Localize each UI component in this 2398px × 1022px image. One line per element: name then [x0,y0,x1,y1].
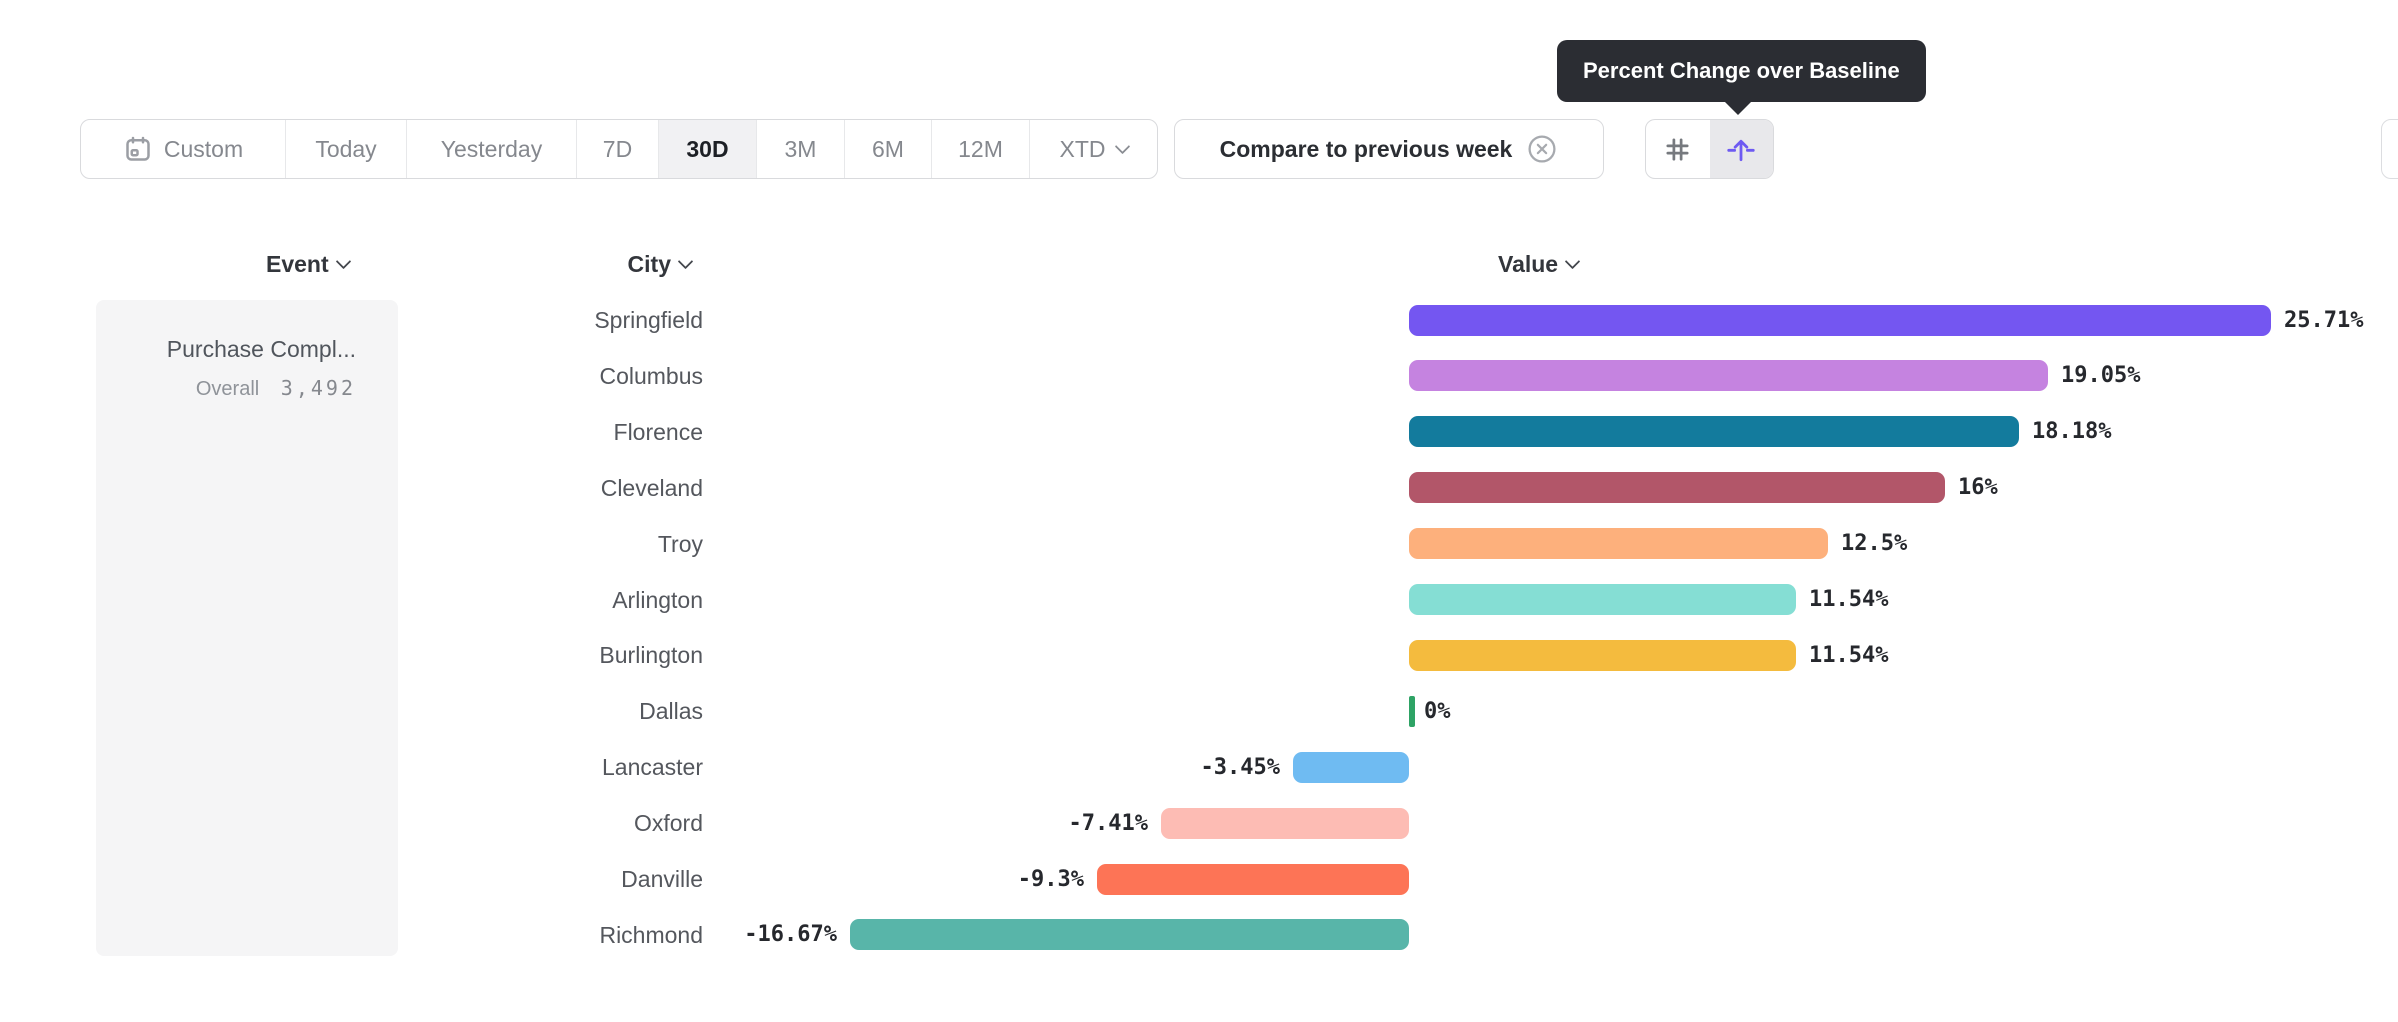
value-label: 11.54% [1809,642,1889,668]
chevron-down-icon [677,253,694,269]
calendar-icon [123,134,153,164]
range-7d[interactable]: 7D [576,120,658,178]
event-name: Purchase Compl... [166,336,356,362]
value-label: -3.45% [1200,754,1280,780]
bar-lancaster[interactable] [1293,751,1409,783]
value-label: -9.3% [1017,866,1084,892]
column-header-value-label: Value [1498,250,1559,277]
range-today[interactable]: Today [285,120,406,178]
range-label: 12M [958,135,1003,162]
value-label: 18.18% [2032,419,2112,445]
bar-danville[interactable] [1097,863,1409,895]
column-header-value[interactable]: Value [1498,248,1581,280]
value-label: -16.67% [744,922,837,948]
city-label: Richmond [599,921,703,948]
bar-arlington[interactable] [1409,584,1796,615]
city-label: Danville [621,866,703,892]
toolbar: Custom Today Yesterday 7D 30D 3M 6M 12M XTD Comp… [0,119,2398,179]
range-12m[interactable]: 12M [931,120,1029,178]
metric-label: Overall [195,378,260,400]
range-label: Today [315,135,377,162]
chevron-down-icon [1564,253,1581,269]
city-label: Springfield [594,307,703,333]
column-header-city[interactable]: City [627,248,694,280]
compare-label: Compare to previous week [1219,135,1513,162]
tooltip-text: Percent Change over Baseline [1583,58,1900,83]
city-label: Troy [657,530,703,557]
event-metric: Overall 3,492 [96,376,356,401]
close-circle-icon[interactable] [1526,133,1558,165]
city-label: Burlington [599,642,703,669]
column-header-event[interactable]: Event [266,248,351,280]
bar-burlington[interactable] [1409,639,1796,671]
value-label: 16% [1958,475,1998,501]
value-label: -7.41% [1068,810,1148,836]
chart-view-toggle [1645,119,1774,179]
date-range-picker: Custom Today Yesterday 7D 30D 3M 6M 12M XTD [80,119,1158,179]
city-label: Lancaster [601,754,703,781]
clipped-edge-button[interactable] [2381,119,2398,179]
range-label: XTD [1059,135,1106,162]
event-card[interactable]: Purchase Compl... Overall 3,492 [96,300,398,956]
range-label: 7D [602,135,633,162]
chevron-down-icon [1114,138,1130,154]
column-header-event-label: Event [266,250,329,277]
event-card-content: Purchase Compl... Overall 3,492 [96,300,398,401]
bar-troy[interactable] [1409,528,1828,560]
bar-columbus[interactable] [1409,360,2048,392]
tooltip: Percent Change over Baseline [1557,40,1926,115]
range-label: Yesterday [440,135,543,162]
value-label: 0% [1424,698,1451,724]
range-custom[interactable]: Custom [81,120,285,178]
bar-springfield[interactable] [1409,304,2271,336]
city-label: Dallas [639,698,703,725]
city-label: Oxford [633,810,703,837]
city-label: Columbus [599,362,703,389]
value-label: 19.05% [2061,363,2141,389]
range-3m[interactable]: 3M [756,120,844,178]
percent-change-baseline-icon[interactable] [1709,120,1773,178]
range-label: 30D [686,135,729,162]
bar-florence[interactable] [1409,416,2019,448]
column-header-city-label: City [627,250,671,277]
city-label: Cleveland [600,474,703,501]
range-yesterday[interactable]: Yesterday [406,120,576,178]
range-label: 6M [872,135,904,162]
city-label: Arlington [612,586,703,613]
bar-oxford[interactable] [1161,807,1409,839]
metric-value: 3,492 [280,376,356,400]
chevron-down-icon [335,253,351,269]
range-6m[interactable]: 6M [844,120,931,178]
range-30d[interactable]: 30D [658,120,756,178]
grid-hash-icon[interactable] [1646,120,1710,178]
bar-dallas[interactable] [1409,695,1415,727]
value-label: 12.5% [1841,531,1908,557]
bar-cleveland[interactable] [1409,472,1945,504]
value-label: 25.71% [2284,307,2364,333]
range-label: Custom [163,135,244,162]
city-label: Florence [613,418,703,445]
value-label: 11.54% [1809,587,1889,612]
compare-button[interactable]: Compare to previous week [1174,119,1604,179]
range-xtd[interactable]: XTD [1029,120,1157,178]
bar-richmond[interactable] [850,919,1409,951]
range-label: 3M [784,135,817,162]
